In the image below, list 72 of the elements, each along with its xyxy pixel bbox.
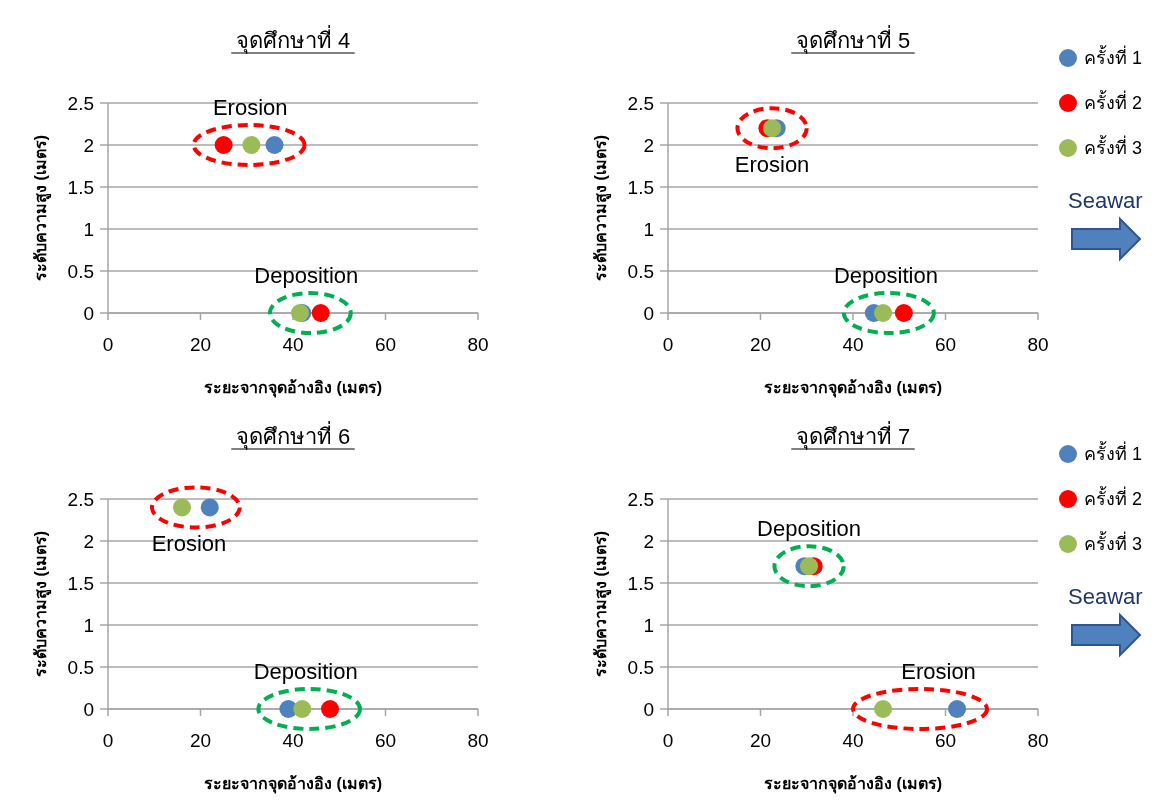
y-tick-label: 2 <box>643 530 654 552</box>
y-tick-label: 0 <box>643 698 654 720</box>
y-tick-label: 2.5 <box>67 488 94 510</box>
y-axis-title: ระดับความสูง (เมตร) <box>592 530 612 678</box>
chart-title: จุดศึกษาที่ 4 <box>235 25 351 54</box>
y-axis-title: ระดับความสูง (เมตร) <box>32 530 52 678</box>
x-tick-label: 20 <box>749 334 772 355</box>
x-tick-label: 80 <box>1027 730 1049 751</box>
annotation: Deposition <box>253 659 358 684</box>
y-tick-label: 1 <box>83 218 94 240</box>
legend-label: ครั้งที่ 1 <box>1084 441 1143 465</box>
annotation: Deposition <box>254 263 359 288</box>
y-tick-label: 2 <box>83 530 94 552</box>
x-tick-label: 20 <box>189 334 212 355</box>
y-axis-title: ระดับความสูง (เมตร) <box>592 134 612 282</box>
x-tick-label: 80 <box>467 334 489 355</box>
y-tick-label: 0 <box>83 698 94 720</box>
x-tick-label: 80 <box>1027 334 1049 355</box>
y-tick-label: 0.5 <box>67 656 94 678</box>
y-tick-label: 0.5 <box>627 656 654 678</box>
y-tick-label: 2 <box>643 134 654 156</box>
y-tick-label: 2 <box>83 134 94 156</box>
annotation: Erosion <box>212 95 288 120</box>
legend-label: ครั้งที่ 3 <box>1084 531 1143 555</box>
x-tick-label: 80 <box>467 730 489 751</box>
annotation: Erosion <box>734 152 810 178</box>
x-axis-title: ระยะจากจุดอ้างอิง (เมตร) <box>203 775 383 794</box>
y-tick-label: 1 <box>83 614 94 636</box>
x-tick-label: 40 <box>842 334 864 355</box>
y-tick-label: 1 <box>643 614 654 636</box>
x-tick-label: 60 <box>934 730 957 751</box>
y-tick-label: 2.5 <box>627 488 654 510</box>
legend-label: ครั้งที่ 2 <box>1084 486 1143 510</box>
x-tick-label: 0 <box>662 730 674 751</box>
text: Seawar <box>1068 188 1143 213</box>
annotation: Erosion <box>901 659 976 684</box>
x-tick-label: 0 <box>102 334 114 355</box>
chart-title: จุดศึกษาที่ 5 <box>795 25 911 54</box>
legend-label: ครั้งที่ 2 <box>1084 90 1143 114</box>
y-tick-label: 1 <box>643 218 654 240</box>
y-tick-label: 0 <box>643 302 654 324</box>
x-axis-title: ระยะจากจุดอ้างอิง (เมตร) <box>763 379 943 398</box>
text: Seawar <box>1068 584 1143 609</box>
y-tick-label: 1.5 <box>67 572 94 594</box>
legend-label: ครั้งที่ 3 <box>1084 135 1143 159</box>
legend-label: ครั้งที่ 1 <box>1084 45 1143 69</box>
chart-title: จุดศึกษาที่ 7 <box>795 421 911 450</box>
y-tick-label: 2.5 <box>627 92 654 114</box>
x-tick-label: 60 <box>374 334 397 355</box>
x-tick-label: 60 <box>934 334 957 355</box>
y-tick-label: 0.5 <box>627 260 654 282</box>
x-axis-title: ระยะจากจุดอ้างอิง (เมตร) <box>763 775 943 794</box>
annotation: Erosion <box>151 531 227 557</box>
chart-title: จุดศึกษาที่ 6 <box>235 421 351 450</box>
y-tick-label: 1.5 <box>627 572 654 594</box>
y-tick-label: 1.5 <box>627 176 654 198</box>
x-tick-label: 40 <box>842 730 864 751</box>
x-tick-label: 20 <box>749 730 772 751</box>
x-tick-label: 60 <box>374 730 397 751</box>
y-tick-label: 1.5 <box>67 176 94 198</box>
annotation: Deposition <box>757 516 862 542</box>
x-tick-label: 0 <box>662 334 674 355</box>
x-tick-label: 0 <box>102 730 114 751</box>
x-axis-title: ระยะจากจุดอ้างอิง (เมตร) <box>203 379 383 398</box>
y-tick-label: 0 <box>83 302 94 324</box>
annotation: Deposition <box>833 263 938 288</box>
y-tick-label: 2.5 <box>67 92 94 114</box>
y-axis-title: ระดับความสูง (เมตร) <box>32 134 52 282</box>
x-tick-label: 20 <box>189 730 212 751</box>
x-tick-label: 40 <box>282 334 304 355</box>
y-tick-label: 0.5 <box>67 260 94 282</box>
x-tick-label: 40 <box>282 730 304 751</box>
